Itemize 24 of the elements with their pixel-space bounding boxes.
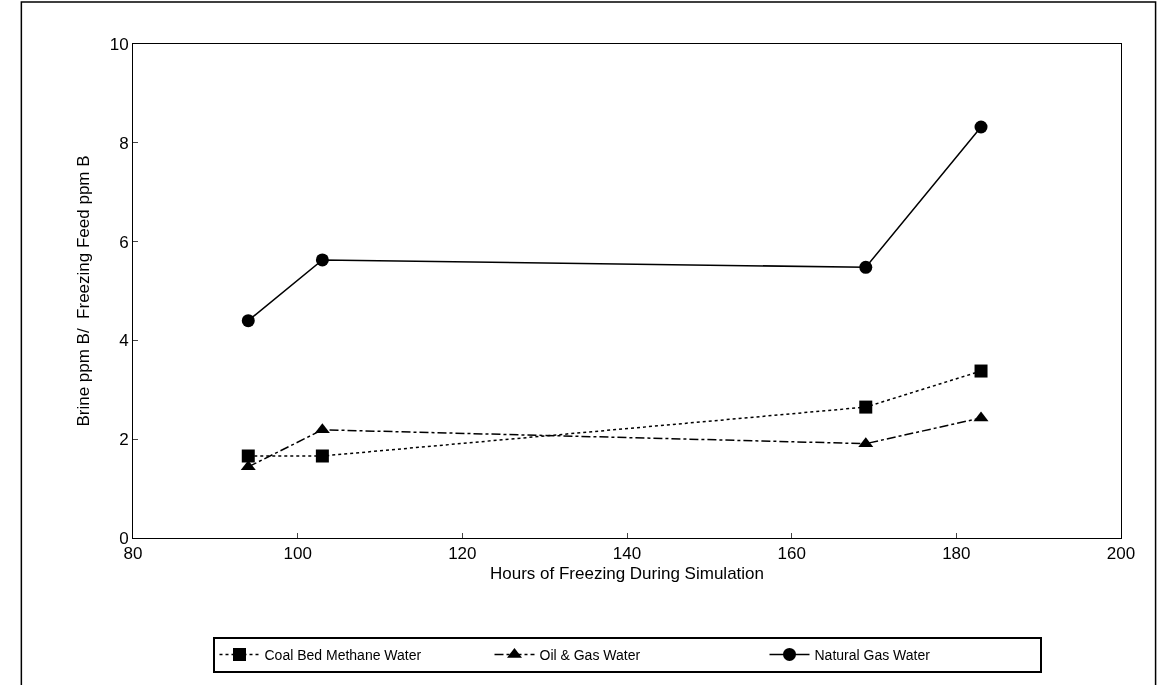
y-tick-label: 10	[109, 34, 129, 54]
x-tick-label: 160	[777, 544, 806, 564]
x-tick-label: 140	[612, 544, 642, 564]
x-tick-label: 120	[448, 544, 477, 564]
point	[315, 253, 329, 267]
x-tick-label: 100	[283, 544, 312, 564]
x-tick-label: 200	[1106, 544, 1136, 564]
point	[241, 314, 255, 328]
legend-label: Oil & Gas Water	[539, 646, 641, 663]
point	[859, 260, 873, 274]
point	[315, 449, 329, 463]
y-tick-label: 4	[119, 331, 129, 351]
y-tick-label: 2	[119, 430, 129, 450]
legend-label: Natural Gas Water	[814, 646, 931, 663]
y-tick-label: 6	[119, 232, 129, 252]
y-tick-label: 8	[119, 133, 129, 153]
point	[241, 449, 255, 463]
x-axis-title: Hours of Freezing During Simulation	[489, 563, 765, 583]
y-axis-title: Brine ppm B/ Freezing Feed ppm B	[74, 155, 94, 427]
legend-label: Coal Bed Methane Water	[264, 646, 422, 663]
x-tick-label: 180	[942, 544, 971, 564]
point	[859, 400, 873, 414]
point	[974, 120, 988, 134]
point	[974, 364, 988, 378]
